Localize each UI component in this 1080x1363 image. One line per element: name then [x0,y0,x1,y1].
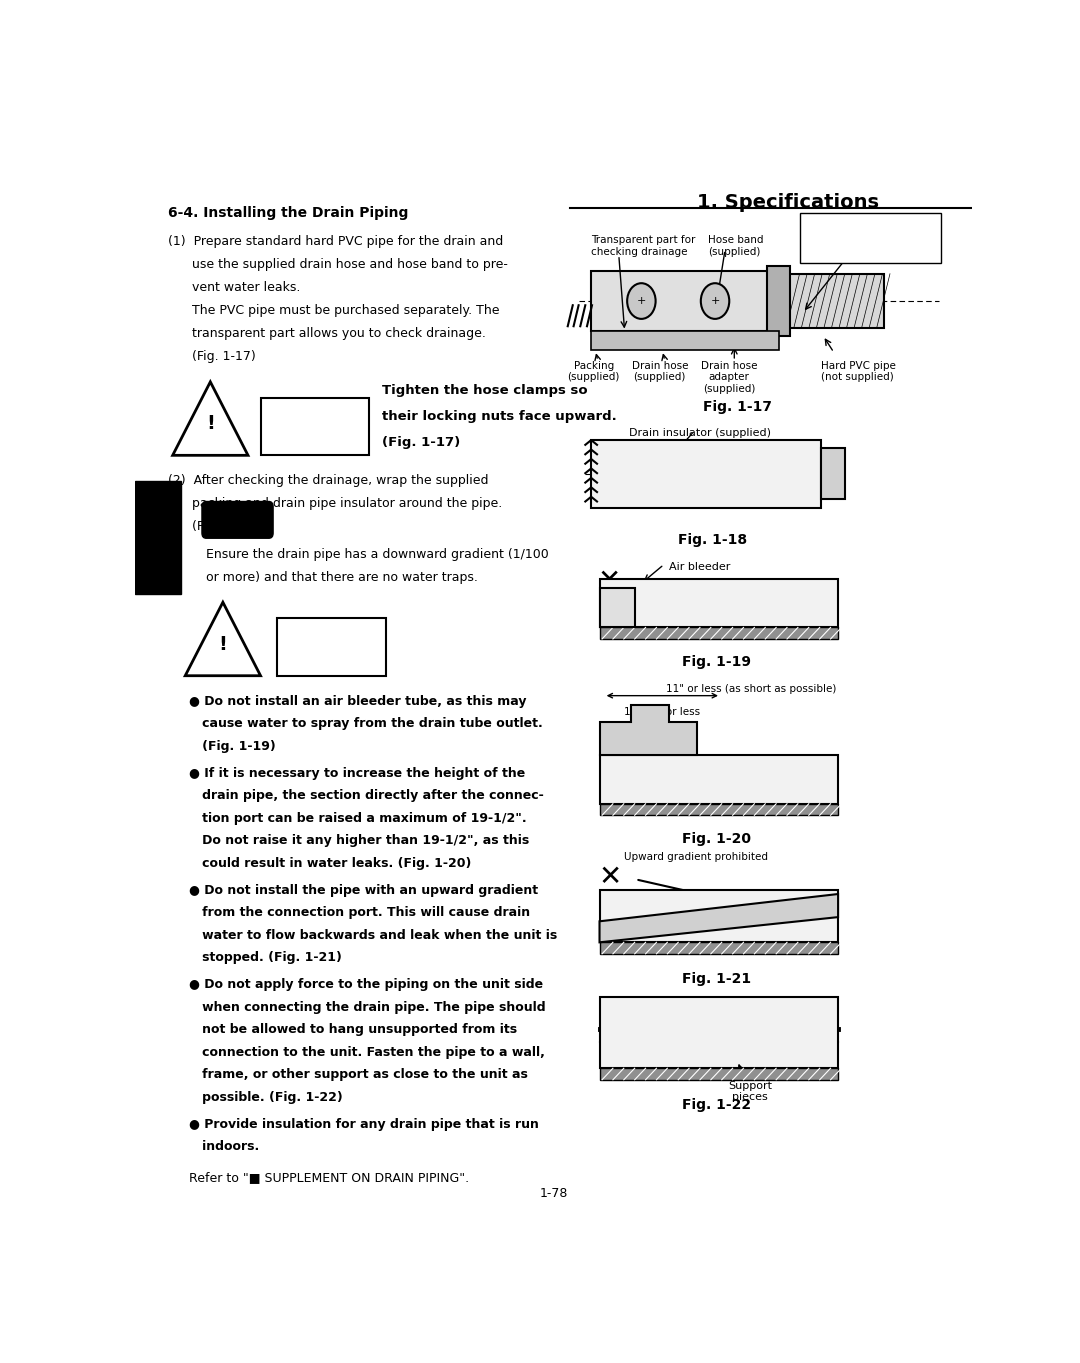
Text: Drain insulator (supplied): Drain insulator (supplied) [629,428,771,438]
Text: (2)  After checking the drainage, wrap the supplied: (2) After checking the drainage, wrap th… [168,474,489,487]
Text: stopped. (Fig. 1-21): stopped. (Fig. 1-21) [189,951,342,964]
Text: (1)  Prepare standard hard PVC pipe for the drain and: (1) Prepare standard hard PVC pipe for t… [168,234,503,248]
Text: !: ! [206,414,215,433]
Text: (Fig. 1-18): (Fig. 1-18) [168,521,256,533]
Polygon shape [599,705,698,755]
FancyBboxPatch shape [202,502,273,538]
Text: Hose band
(supplied): Hose band (supplied) [708,234,764,258]
Text: indoors.: indoors. [189,1139,259,1153]
Text: !: ! [218,635,227,654]
Circle shape [701,284,729,319]
FancyBboxPatch shape [599,996,838,1069]
Text: packing and drain pipe insulator around the pipe.: packing and drain pipe insulator around … [168,497,502,510]
Text: (Fig. 1-17): (Fig. 1-17) [382,436,460,450]
Text: ● Provide insulation for any drain pipe that is run: ● Provide insulation for any drain pipe … [189,1118,539,1130]
FancyBboxPatch shape [599,804,838,815]
Text: ● Do not apply force to the piping on the unit side: ● Do not apply force to the piping on th… [189,979,543,991]
Text: ● Do not install an air bleeder tube, as this may: ● Do not install an air bleeder tube, as… [189,695,527,707]
Text: from the connection port. This will cause drain: from the connection port. This will caus… [189,906,530,919]
Text: Fig. 1-22: Fig. 1-22 [683,1097,752,1112]
FancyBboxPatch shape [599,587,635,627]
Text: Fig. 1-21: Fig. 1-21 [683,972,752,985]
Text: Transparent part for
checking drainage: Transparent part for checking drainage [591,234,696,258]
Text: Adhere with
PVC adhesive.: Adhere with PVC adhesive. [834,230,908,252]
Text: (Fig. 1-19): (Fig. 1-19) [189,740,276,752]
Text: (Fig. 1-17): (Fig. 1-17) [168,350,256,364]
Text: Fig. 1-17: Fig. 1-17 [703,399,772,414]
FancyBboxPatch shape [278,617,387,676]
Text: use the supplied drain hose and hose band to pre-: use the supplied drain hose and hose ban… [168,258,509,271]
Text: connection to the unit. Fasten the pipe to a wall,: connection to the unit. Fasten the pipe … [189,1045,545,1059]
Text: not be allowed to hang unsupported from its: not be allowed to hang unsupported from … [189,1024,517,1036]
Text: The PVC pipe must be purchased separately. The: The PVC pipe must be purchased separatel… [168,304,500,318]
Text: Fig. 1-20: Fig. 1-20 [683,831,752,846]
Text: Hard PVC pipe
(not supplied): Hard PVC pipe (not supplied) [821,361,896,383]
FancyBboxPatch shape [821,448,845,499]
Text: Fig. 1-19: Fig. 1-19 [683,654,752,669]
Text: Fig. 1-18: Fig. 1-18 [678,533,747,547]
Text: Do not raise it any higher than 19-1/2", as this: Do not raise it any higher than 19-1/2",… [189,834,529,848]
Text: tion port can be raised a maximum of 19-1/2".: tion port can be raised a maximum of 19-… [189,811,527,825]
Text: +: + [711,296,719,307]
Text: CAUTION: CAUTION [284,417,347,431]
FancyBboxPatch shape [599,579,838,627]
Text: Air bleeder: Air bleeder [669,563,730,572]
Polygon shape [599,894,838,942]
Text: Support
pieces: Support pieces [728,1081,772,1103]
Text: possible. (Fig. 1-22): possible. (Fig. 1-22) [189,1090,343,1104]
Text: drain pipe, the section directly after the connec-: drain pipe, the section directly after t… [189,789,544,801]
Text: Ensure the drain pipe has a downward gradient (1/100: Ensure the drain pipe has a downward gra… [206,548,549,560]
Text: their locking nuts face upward.: their locking nuts face upward. [382,410,617,423]
FancyBboxPatch shape [591,440,822,508]
Text: transparent part allows you to check drainage.: transparent part allows you to check dra… [168,327,486,341]
FancyBboxPatch shape [599,942,838,954]
Text: Packing
(supplied): Packing (supplied) [567,361,620,383]
FancyBboxPatch shape [767,266,791,335]
Text: NOTE: NOTE [219,514,257,527]
FancyBboxPatch shape [591,271,784,331]
Text: water to flow backwards and leak when the unit is: water to flow backwards and leak when th… [189,928,557,942]
Text: Tighten the hose clamps so: Tighten the hose clamps so [382,384,588,397]
Text: CAUTION: CAUTION [300,638,363,650]
Circle shape [627,284,656,319]
FancyBboxPatch shape [591,331,780,350]
Text: cause water to spray from the drain tube outlet.: cause water to spray from the drain tube… [189,717,543,731]
Text: Drain hose
(supplied): Drain hose (supplied) [632,361,688,383]
FancyBboxPatch shape [135,481,181,594]
Text: vent water leaks.: vent water leaks. [168,281,301,294]
Text: 11" or less (as short as possible): 11" or less (as short as possible) [666,684,836,694]
Text: +: + [637,296,646,307]
FancyBboxPatch shape [599,755,838,804]
Text: ● Do not install the pipe with an upward gradient: ● Do not install the pipe with an upward… [189,883,539,897]
Text: or more) and that there are no water traps.: or more) and that there are no water tra… [206,571,478,583]
Text: 1: 1 [149,525,166,549]
FancyBboxPatch shape [260,398,369,455]
FancyBboxPatch shape [800,213,941,263]
FancyBboxPatch shape [599,890,838,942]
Text: frame, or other support as close to the unit as: frame, or other support as close to the … [189,1069,528,1081]
FancyBboxPatch shape [599,627,838,639]
Text: Drain hose
adapter
(supplied): Drain hose adapter (supplied) [701,361,757,394]
Text: ● If it is necessary to increase the height of the: ● If it is necessary to increase the hei… [189,766,526,780]
Text: Refer to "■ SUPPLEMENT ON DRAIN PIPING".: Refer to "■ SUPPLEMENT ON DRAIN PIPING". [189,1171,470,1184]
Text: could result in water leaks. (Fig. 1-20): could result in water leaks. (Fig. 1-20) [189,857,472,870]
Text: ✕: ✕ [598,567,621,596]
FancyBboxPatch shape [784,274,885,328]
Text: ✕: ✕ [598,863,622,891]
Text: 1-78: 1-78 [539,1187,568,1201]
Text: Upward gradient prohibited: Upward gradient prohibited [624,852,768,861]
Text: when connecting the drain pipe. The pipe should: when connecting the drain pipe. The pipe… [189,1000,546,1014]
Text: 19-1/2" or less: 19-1/2" or less [624,707,700,717]
Text: 1. Specifications: 1. Specifications [697,194,879,211]
FancyBboxPatch shape [599,1069,838,1079]
Text: 6-4. Installing the Drain Piping: 6-4. Installing the Drain Piping [168,206,409,219]
